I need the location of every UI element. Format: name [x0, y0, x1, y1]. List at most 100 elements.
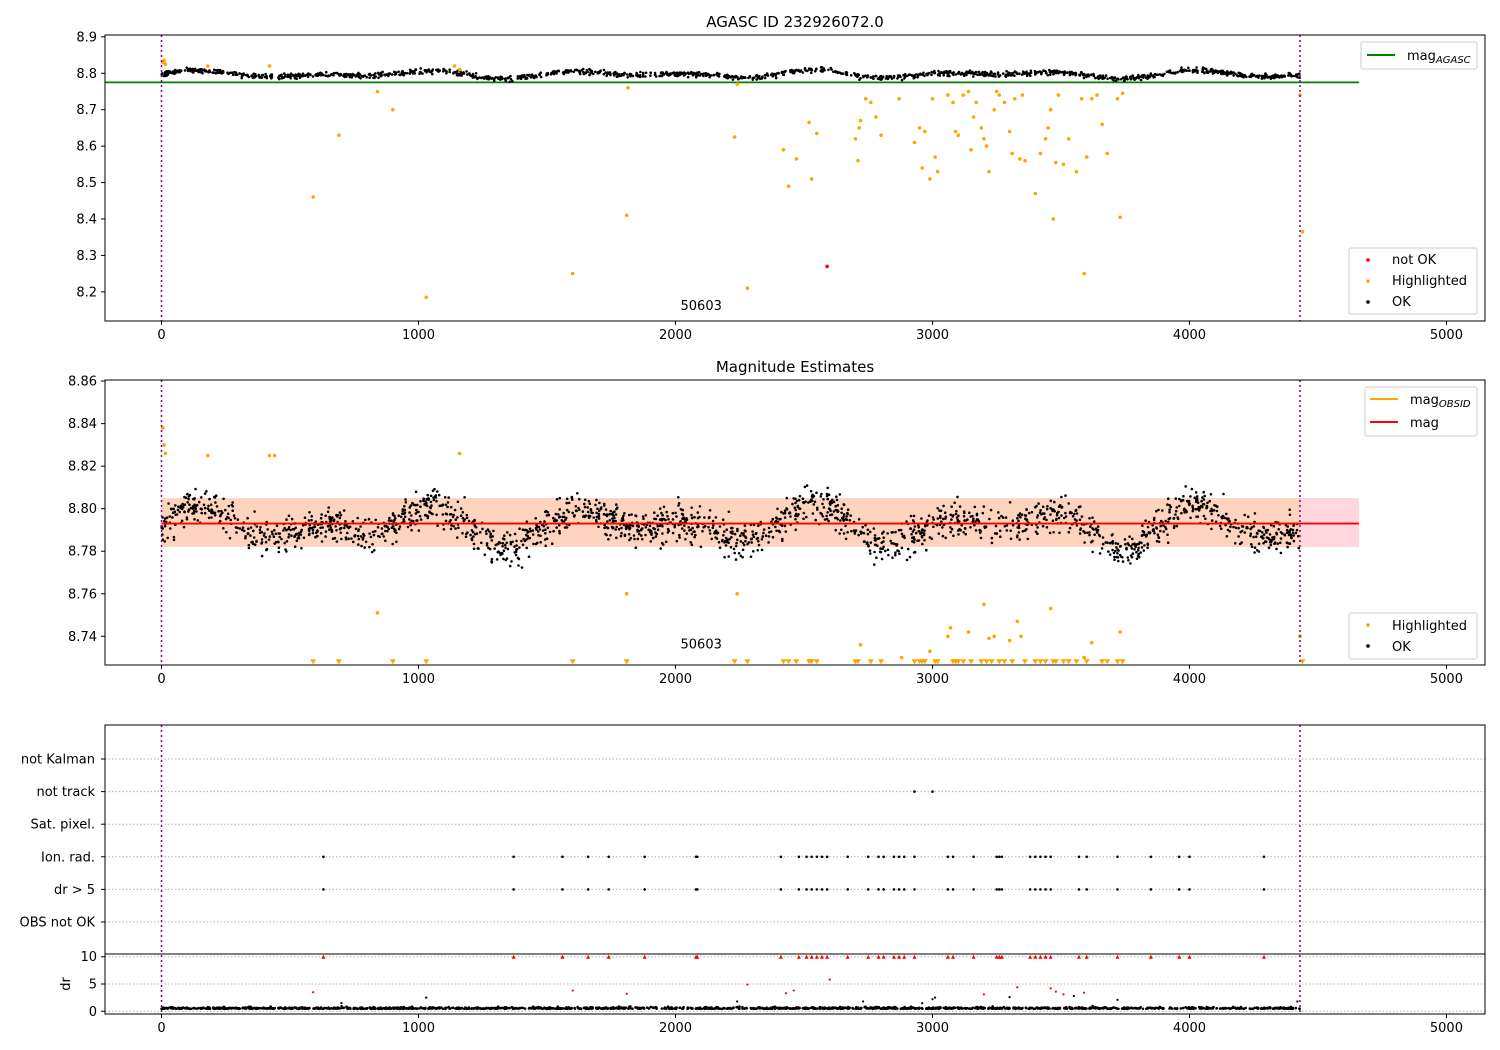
magnitude-ok-point [842, 513, 846, 516]
agasc-ok-point [459, 72, 462, 76]
magnitude-ok-point [1189, 495, 1192, 498]
magnitude-ok-point [578, 508, 581, 512]
magnitude-ok-point [873, 543, 877, 547]
magnitude-ok-point [362, 532, 365, 536]
flag-point [512, 888, 515, 891]
magnitude-ok-point [842, 515, 845, 519]
agasc-ok-point [1298, 76, 1301, 79]
magnitude-ok-point [999, 535, 1002, 538]
magnitude-ok-point [792, 497, 795, 500]
magnitude-ok-point [567, 510, 571, 514]
magnitude-ok-point [627, 533, 631, 536]
agasc-ok-point [325, 70, 328, 74]
magnitude-ok-point [371, 543, 374, 546]
magnitude-ok-point [675, 515, 678, 518]
magnitude-ok-point [777, 529, 781, 533]
magnitude-ok-point [911, 540, 914, 543]
magnitude-ok-point [1174, 497, 1178, 500]
magnitude-ok-point [1246, 515, 1250, 518]
magnitude-ok-point [550, 542, 554, 545]
agasc-ok-point [983, 74, 986, 78]
agasc-ok-point [1068, 70, 1072, 74]
agasc-ok-point [1054, 71, 1057, 74]
magnitude-highlighted-point [457, 451, 462, 456]
magnitude-ok-point [426, 493, 430, 497]
magnitude-ok-point [759, 520, 763, 524]
magnitude-ok-point [687, 526, 690, 529]
magnitude-ok-point [183, 510, 186, 513]
magnitude-ok-point [789, 515, 792, 518]
magnitude-ok-point [513, 545, 516, 548]
magnitude-ok-point [698, 505, 702, 508]
magnitude-ok-point [690, 506, 693, 510]
magnitude-ok-point [994, 524, 998, 528]
magnitude-ok-point [444, 519, 448, 523]
magnitude-ok-point [264, 540, 268, 544]
magnitude-ok-point [750, 541, 753, 544]
agasc-ok-point [413, 69, 416, 73]
magnitude-ok-point [583, 502, 586, 506]
magnitude-ok-point [732, 547, 736, 551]
magnitude-ok-point [597, 517, 601, 520]
magnitude-ok-point [623, 534, 627, 537]
magnitude-ok-point [276, 540, 280, 543]
magnitude-ok-point [1156, 533, 1160, 536]
magnitude-ok-point [648, 530, 652, 534]
agasc-ok-point [532, 76, 535, 79]
magnitude-ok-point [825, 517, 829, 521]
magnitude-ok-point [1264, 529, 1268, 532]
magnitude-highlighted-below-point [983, 659, 990, 665]
agasc-ok-point [1193, 70, 1197, 73]
magnitude-ok-point [671, 518, 675, 521]
magnitude-ok-point [346, 531, 349, 535]
dr-point [921, 1007, 924, 1010]
magnitude-ok-point [627, 524, 631, 528]
magnitude-ok-point [1187, 503, 1191, 507]
magnitude-ok-point [1055, 513, 1059, 517]
magnitude-ok-point [335, 515, 339, 518]
magnitude-ok-point [761, 535, 764, 538]
magnitude-ok-point [606, 520, 609, 523]
magnitude-ok-point [1052, 531, 1055, 534]
magnitude-ok-point [1126, 542, 1130, 545]
agasc-ok-point [538, 73, 541, 77]
magnitude-ok-point [294, 526, 298, 530]
magnitude-ok-point [1005, 524, 1009, 527]
magnitude-ok-point [374, 518, 378, 522]
magnitude-ok-point [1249, 534, 1252, 538]
agasc-ok-point [1044, 71, 1048, 75]
magnitude-ok-point [595, 515, 599, 519]
agasc-ok-point [697, 71, 701, 74]
agasc-ok-point [858, 78, 861, 81]
flag-point [877, 888, 880, 891]
agasc-highlighted-point [745, 286, 750, 291]
magnitude-ok-point [231, 509, 234, 512]
magnitude-ok-point [171, 516, 174, 519]
magnitude-ok-point [419, 518, 423, 521]
magnitude-ok-point [1217, 514, 1220, 517]
magnitude-ok-point [343, 523, 347, 527]
magnitude-ok-point [609, 533, 612, 537]
magnitude-ok-point [449, 527, 453, 531]
agasc-ok-point [406, 71, 409, 75]
magnitude-ok-point [747, 541, 751, 544]
dr-point [280, 1006, 283, 1010]
magnitude-ok-point [586, 510, 590, 514]
flag-point [1000, 888, 1004, 891]
agasc-ok-point [665, 71, 668, 75]
magnitude-ok-point [1011, 523, 1015, 527]
magnitude-ok-point [975, 512, 979, 516]
magnitude-ok-point [1125, 548, 1128, 551]
magnitude-ok-point [1195, 495, 1199, 498]
agasc-ok-point [602, 72, 606, 76]
agasc-ok-point [774, 76, 778, 80]
agasc-highlighted-point [933, 155, 937, 159]
dr-point [1160, 1006, 1164, 1010]
magnitude-ok-point [444, 503, 448, 507]
magnitude-ok-point [736, 527, 739, 531]
agasc-highlighted-point [1118, 215, 1122, 219]
agasc-ok-point [676, 72, 679, 76]
magnitude-ok-point [403, 511, 407, 514]
legend-mag-agasc: mag [1407, 49, 1436, 64]
dr-point [1186, 1007, 1190, 1010]
